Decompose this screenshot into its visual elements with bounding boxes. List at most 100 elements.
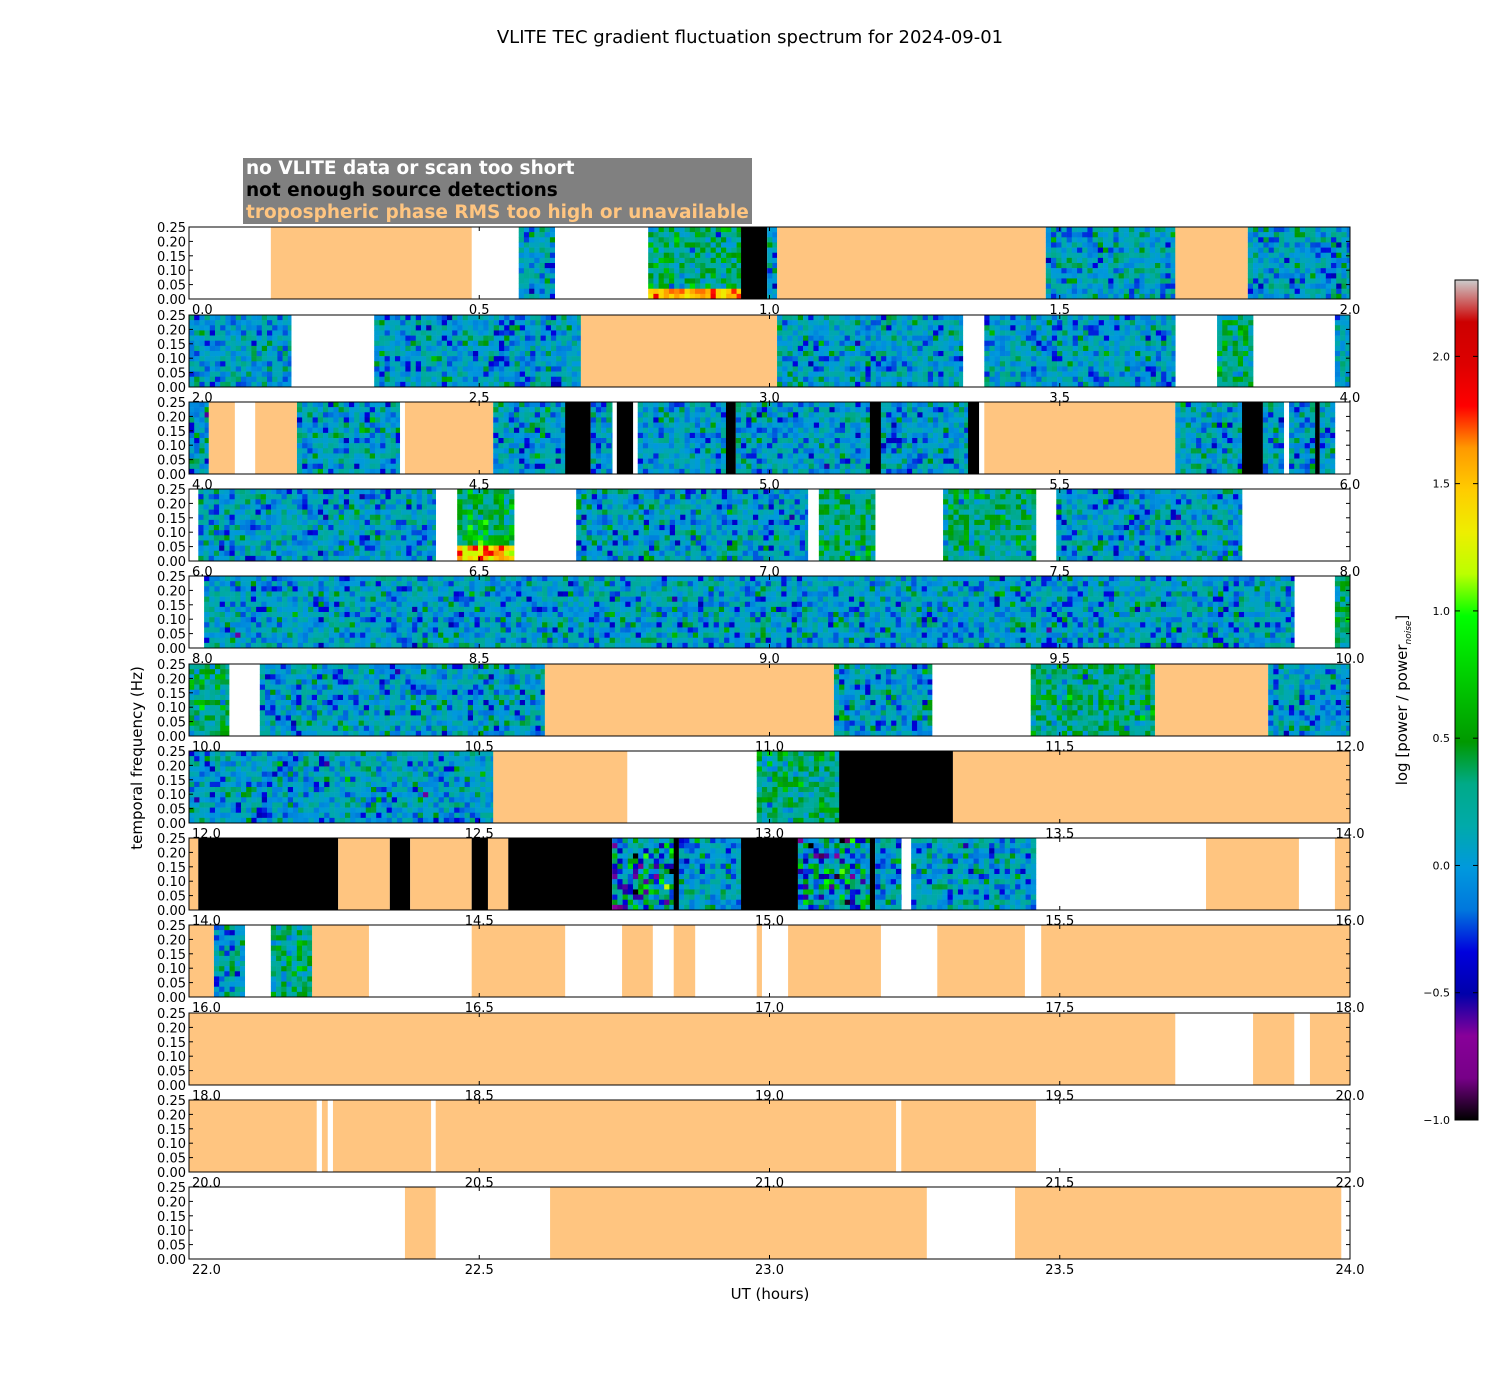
spectrum-cell [1124, 325, 1131, 331]
spectrum-cell [735, 448, 742, 454]
spectrum-cell [839, 427, 846, 434]
spectrum-cell [1056, 227, 1062, 233]
spectrum-cell [189, 453, 195, 459]
spectrum-cell [896, 345, 903, 352]
spectrum-cell [674, 278, 680, 284]
spectrum-cell [400, 315, 406, 321]
spectrum-cell [653, 252, 659, 259]
spectrum-cell [674, 237, 680, 243]
spectrum-cell [1113, 268, 1119, 274]
spectrum-cell [539, 293, 546, 300]
spectrum-cell [611, 402, 613, 408]
spectrum-cell [1340, 330, 1346, 336]
spectrum-cell [379, 345, 385, 352]
spectrum-cell [1051, 366, 1058, 372]
spectrum-cell [1161, 366, 1167, 372]
spectrum-segment [767, 227, 778, 300]
spectrum-cell [1051, 340, 1058, 347]
spectrum-cell [1077, 278, 1083, 284]
spectrum-cell [891, 330, 897, 336]
spectrum-cell [1077, 232, 1083, 238]
spectrum-cell [1072, 340, 1079, 347]
spectrum-cell [1150, 371, 1157, 378]
spectrum-cell [648, 237, 654, 243]
spectrum-cell [808, 463, 815, 470]
spectrum-cell [503, 422, 510, 429]
spectrum-cell [1072, 361, 1079, 367]
spectrum-cell [405, 345, 411, 352]
spectrum-cell [446, 315, 453, 321]
spectrum-cell [726, 237, 732, 243]
spectrum-cell [1015, 330, 1021, 336]
spectrum-cell [912, 361, 918, 367]
spectrum-cell [539, 288, 546, 295]
spectrum-cell [1145, 376, 1151, 383]
spectrum-cell [674, 247, 680, 254]
spectrum-cell [1247, 257, 1254, 264]
spectrum-cell [720, 422, 727, 429]
spectrum-cell [534, 422, 541, 429]
spectrum-cell [1165, 278, 1171, 284]
spectrum-cell [1319, 443, 1326, 449]
spectrum-cell [225, 376, 231, 383]
spectrum-cell [767, 257, 773, 264]
spectrum-cell [901, 422, 908, 429]
spectrum-cell [514, 366, 521, 372]
spectrum-cell [524, 453, 530, 459]
spectrum-cell [225, 356, 231, 362]
spectrum-cell [359, 443, 365, 449]
spectrum-cell [932, 448, 939, 454]
spectrum-cell [658, 453, 665, 459]
spectrum-cell [1190, 422, 1197, 429]
spectrum-cell [1045, 283, 1052, 290]
spectrum-cell [220, 351, 226, 357]
spectrum-cell [436, 345, 443, 352]
spectrum-cell [932, 402, 939, 408]
spectrum-cell [668, 227, 675, 233]
spectrum-cell [529, 247, 535, 254]
spectrum-cell [539, 247, 546, 254]
spectrum-cell [1061, 252, 1067, 259]
spectrum-cell [834, 366, 840, 372]
spectrum-cell [1227, 438, 1233, 444]
spectrum-cell [901, 315, 908, 321]
spectrum-cell [726, 252, 732, 259]
spectrum-cell [467, 315, 474, 321]
spectrum-cell [989, 315, 995, 321]
spectrum-cell [886, 356, 892, 362]
spectrum-cell [1201, 427, 1207, 434]
spectrum-cell [1155, 381, 1162, 388]
spectrum-cell [550, 402, 556, 408]
spectrum-cell [658, 252, 665, 259]
spectrum-cell [1305, 242, 1311, 248]
spectrum-cell [668, 422, 675, 429]
spectrum-cell [1237, 417, 1243, 423]
spectrum-cell [405, 361, 411, 367]
spectrum-cell [493, 320, 500, 326]
spectrum-cell [1175, 427, 1181, 434]
spectrum-cell [819, 417, 825, 423]
spectrum-cell [405, 340, 411, 347]
spectrum-cell [943, 366, 949, 372]
spectrum-cell [530, 351, 536, 357]
spectrum-cell [994, 351, 1001, 357]
spectrum-cell [700, 273, 706, 279]
spectrum-cell [348, 432, 355, 439]
spectrum-cell [1278, 427, 1285, 434]
spectrum-cell [209, 320, 216, 326]
spectrum-cell [317, 407, 324, 413]
spectrum-cell [906, 432, 913, 439]
spectrum-cell [860, 361, 866, 367]
spectrum-cell [844, 340, 851, 347]
spectrum-cell [658, 427, 665, 434]
spectrum-cell [777, 432, 783, 439]
spectrum-cell [1165, 227, 1171, 233]
spectrum-cell [907, 340, 913, 347]
spectrum-cell [938, 453, 944, 459]
few-detections-segment [725, 402, 736, 474]
spectrum-cell [648, 232, 654, 238]
spectrum-cell [1036, 371, 1042, 378]
spectrum-cell [912, 320, 918, 326]
spectrum-cell [932, 427, 939, 434]
spectrum-cell [689, 232, 696, 238]
